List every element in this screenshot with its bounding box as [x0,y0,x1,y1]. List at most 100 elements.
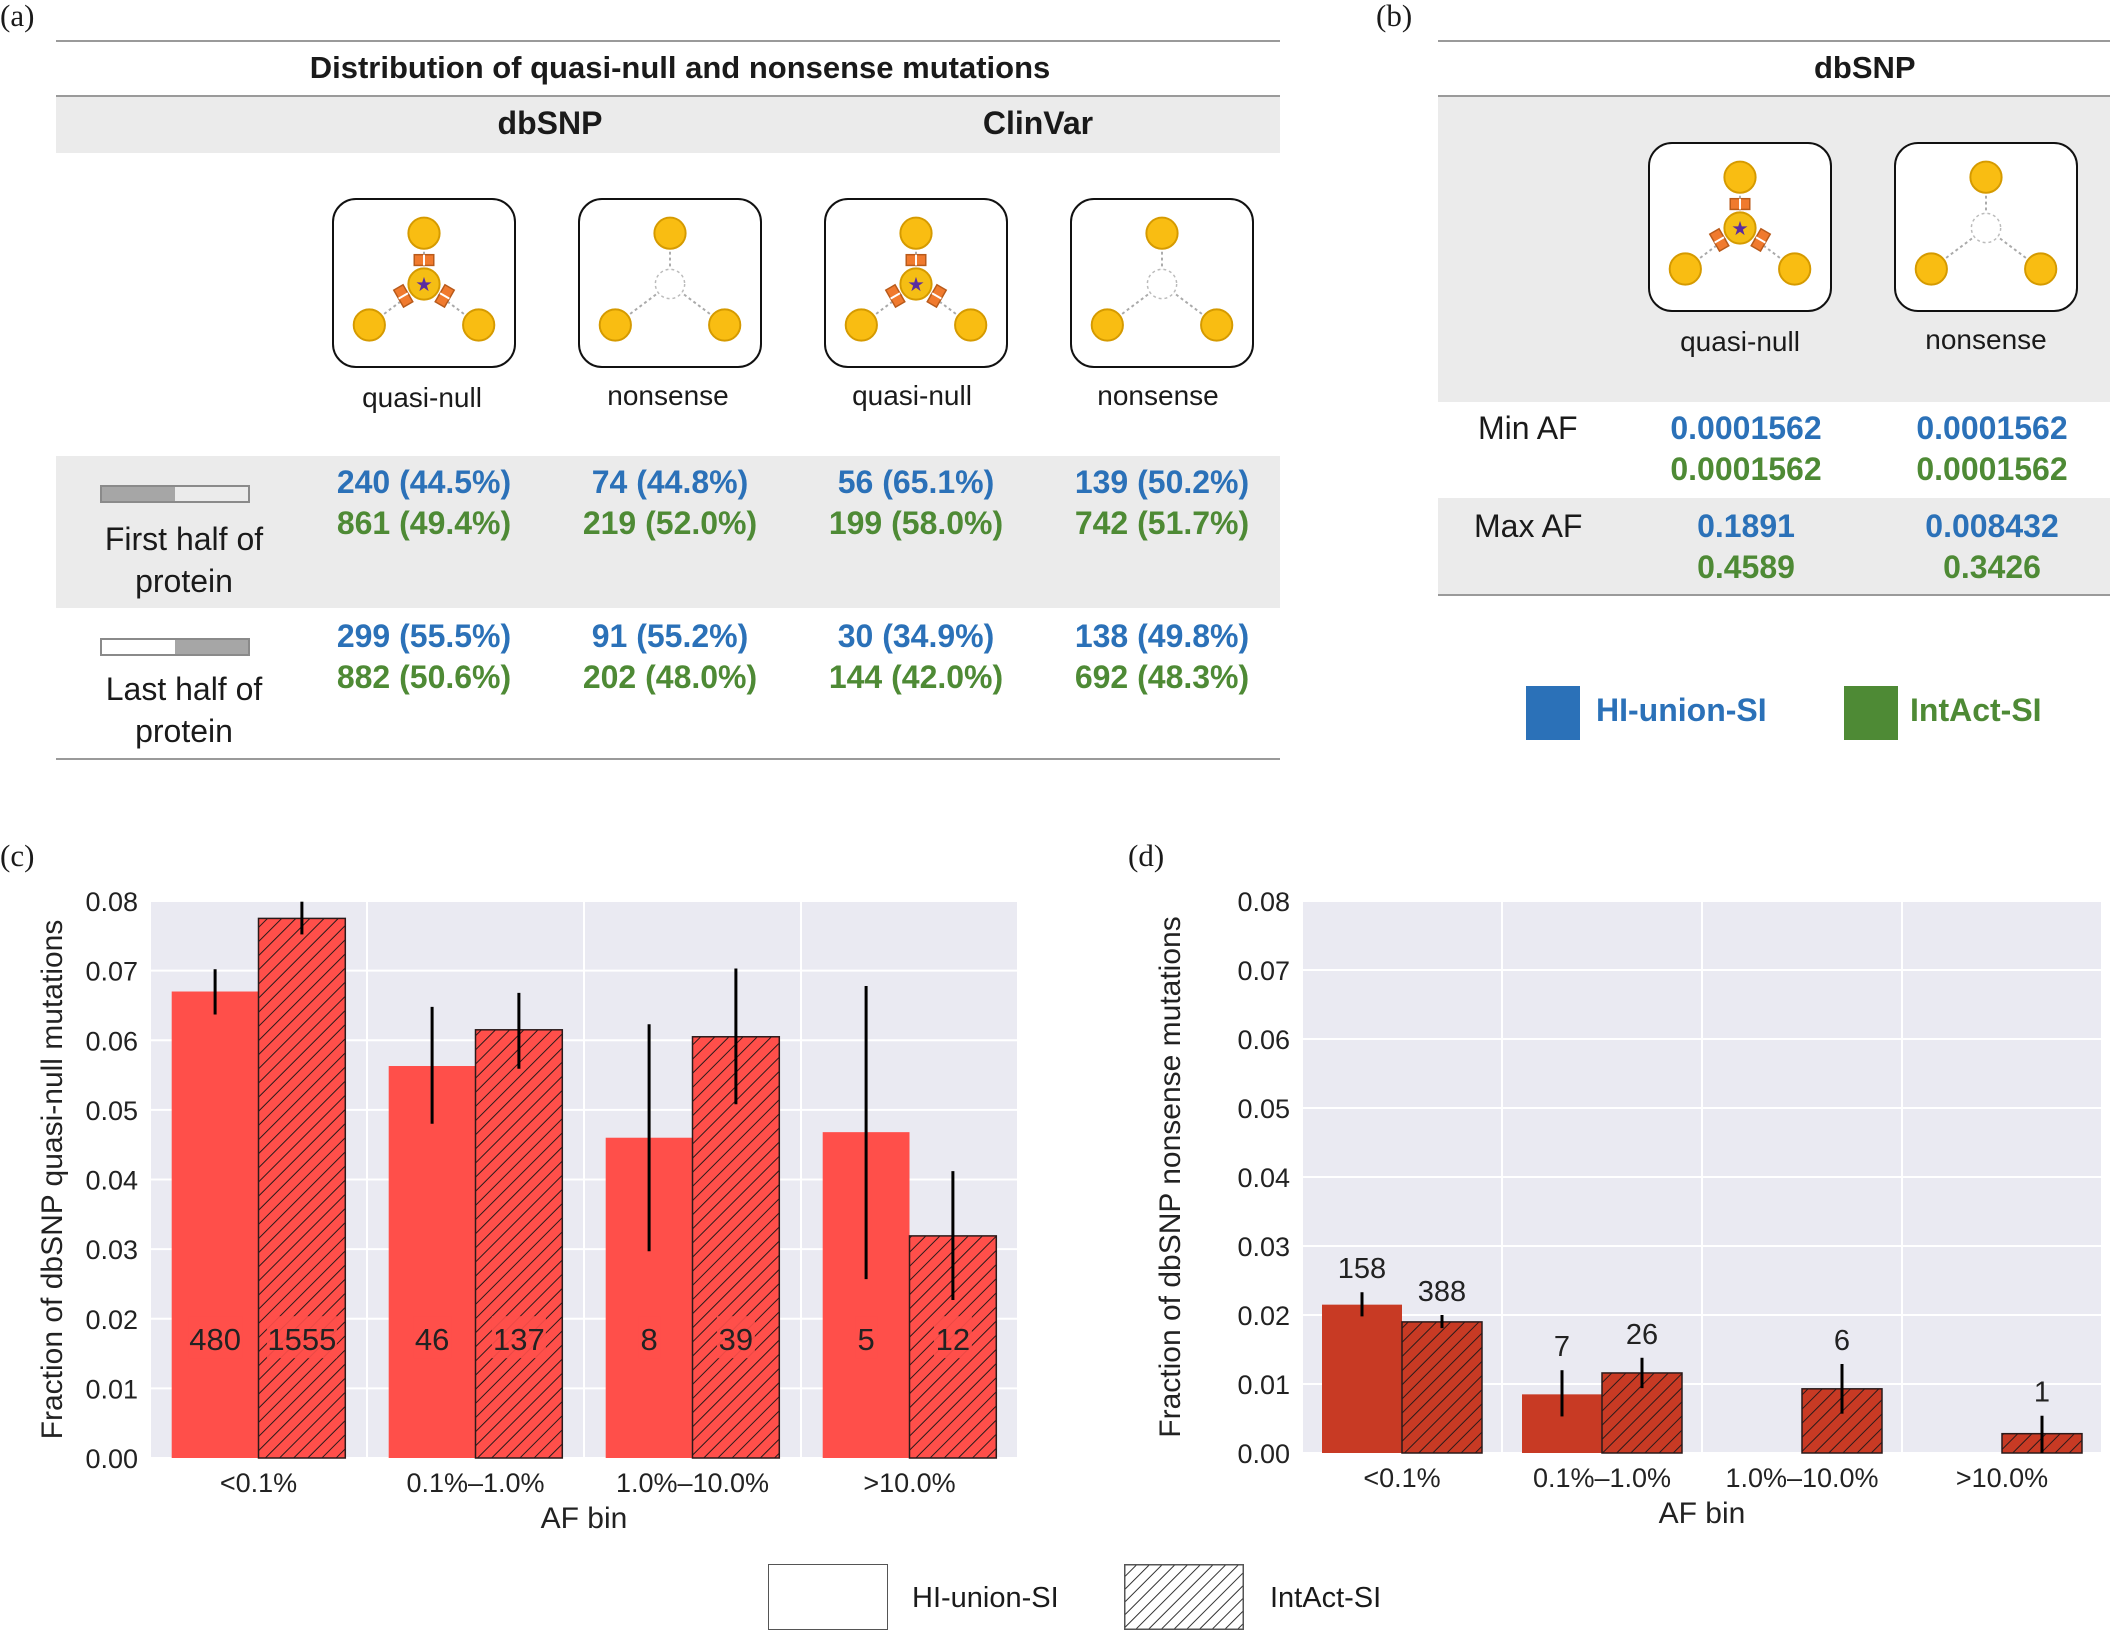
count-label-bg [638,1316,661,1359]
legend-label-hi-union: HI-union-SI [912,1582,1059,1614]
row-label-min-af: Min AF [1478,410,1578,446]
table-rule-top [1438,40,2110,42]
x-tick-label: 1.0%–10.0% [1725,1463,1878,1493]
icon-label: quasi-null [1680,326,1800,357]
partner-node-circle [899,216,933,250]
table-cell: 0.008432 0.3426 [1925,508,2059,585]
icon-label: nonsense [607,380,729,411]
table-rule-bottom [1438,594,2110,596]
y-tick-label: 0.01 [1237,1370,1290,1400]
quasi-null-network-icon: ★ [332,198,516,368]
count-label: 12 [936,1322,970,1357]
partner-node-circle [708,308,742,342]
y-tick-label: 0.00 [85,1444,138,1474]
bar-intact [474,1029,564,1459]
count-label: 480 [189,1322,241,1357]
legend-swatch-hatched [1124,1564,1244,1630]
partner-node-circle [1969,160,2003,194]
group-header-clinvar: ClinVar [982,105,1094,141]
partner-node-circle [1200,308,1234,342]
partner-node-circle [407,216,441,250]
bar-hi-union [388,1066,476,1458]
y-tick-label: 0.04 [85,1166,138,1196]
y-axis-label: Fraction of dbSNP nonsense mutations [1154,916,1187,1437]
table-rule-top [56,40,1280,42]
table-cell: 138 (49.8%) 692 (48.3%) [1074,618,1250,695]
y-tick-label: 0.07 [85,957,138,987]
count-label-bg [933,1316,972,1359]
count-label-bg [491,1316,546,1359]
panel-label-a: (a) [0,0,35,33]
x-tick-label: <0.1% [220,1468,297,1498]
count-label: 26 [1626,1319,1658,1351]
table-cell: 0.0001562 0.0001562 [1916,410,2068,487]
chart-d-nonsense: 0.00 0.01 0.02 0.03 0.04 0.05 0.06 0.07 0.08 158 3… [1154,887,2103,1530]
table-rule-title [1438,95,2110,97]
count-label-bg [413,1316,452,1359]
y-tick-label: 0.02 [85,1305,138,1335]
x-tick-label: 0.1%–1.0% [1533,1463,1671,1493]
count-label: 5 [857,1322,874,1357]
table-cell: 56 (65.1%) 199 (58.0%) [828,464,1004,541]
count-label: 137 [493,1322,545,1357]
table-rule-title [56,95,1280,97]
table-cell: 0.0001562 0.0001562 [1670,410,1822,487]
chart-c-quasi-null: 0.00 0.01 0.02 0.03 0.04 0.05 0.06 0.07 0.08 480 1… [36,887,1019,1535]
group-header-dbsnp: dbSNP [497,105,603,141]
count-label: 39 [719,1322,753,1357]
removed-node-circle [1146,268,1178,300]
partner-node-circle [1668,252,1702,286]
icon-label: quasi-null [852,380,972,411]
partner-node-circle [1778,252,1812,286]
count-label-bg [188,1316,243,1359]
nonsense-network-icon [578,198,762,368]
node-circle [1723,211,1757,245]
partner-node-circle [1723,160,1757,194]
partner-node-circle [653,216,687,250]
legend-swatch-intact [1844,686,1898,740]
count-label: 1555 [267,1322,336,1357]
legend-label-intact: IntAct-SI [1910,692,2042,728]
icon-label: nonsense [1097,380,1219,411]
partner-node-circle [352,308,386,342]
group-header-band [56,97,1280,153]
table-cell: 91 (55.2%) 202 (48.0%) [582,618,758,695]
mutation-star-icon: ★ [415,274,433,296]
x-tick-label: >10.0% [863,1468,955,1498]
partner-node-circle [954,308,988,342]
partner-node-circle [1090,308,1124,342]
count-label: 388 [1418,1276,1466,1308]
y-tick-label: 0.06 [85,1026,138,1056]
y-tick-label: 0.05 [1237,1094,1290,1124]
row-band-first-half [56,456,1280,608]
quasi-null-network-icon: ★ [1648,142,1832,312]
table-cell: 240 (44.5%) 861 (49.4%) [336,464,512,541]
table-cell: 74 (44.8%) 219 (52.0%) [582,464,758,541]
y-tick-label: 0.01 [85,1374,138,1404]
partner-node-circle [1914,252,1948,286]
x-axis-label: AF bin [541,1502,628,1535]
y-tick-label: 0.05 [85,1096,138,1126]
quasi-null-network-icon: ★ [824,198,1008,368]
table-cell: 299 (55.5%) 882 (50.6%) [336,618,512,695]
node-circle [407,267,441,301]
panel-label-b: (b) [1376,0,1413,33]
legend-swatch-solid [768,1564,888,1630]
mutation-star-icon: ★ [1731,218,1749,240]
removed-node-circle [1970,212,2002,244]
table-cell: 139 (50.2%) 742 (51.7%) [1074,464,1250,541]
partner-node-circle [844,308,878,342]
partner-node-circle [598,308,632,342]
table-cell: 30 (34.9%) 144 (42.0%) [828,618,1004,695]
bar-intact [1401,1321,1483,1454]
legend-swatch-hi-union [1526,686,1580,740]
y-tick-label: 0.07 [1237,956,1290,986]
bar-intact [257,917,347,1459]
count-label-bg [266,1316,337,1359]
y-axis-label: Fraction of dbSNP quasi-null mutations [36,920,69,1440]
count-label-bg [716,1316,755,1359]
y-tick-label: 0.04 [1237,1163,1290,1193]
x-tick-label: 0.1%–1.0% [406,1468,544,1498]
count-label: 1 [2034,1377,2050,1409]
last-half-indicator-icon [100,638,250,656]
